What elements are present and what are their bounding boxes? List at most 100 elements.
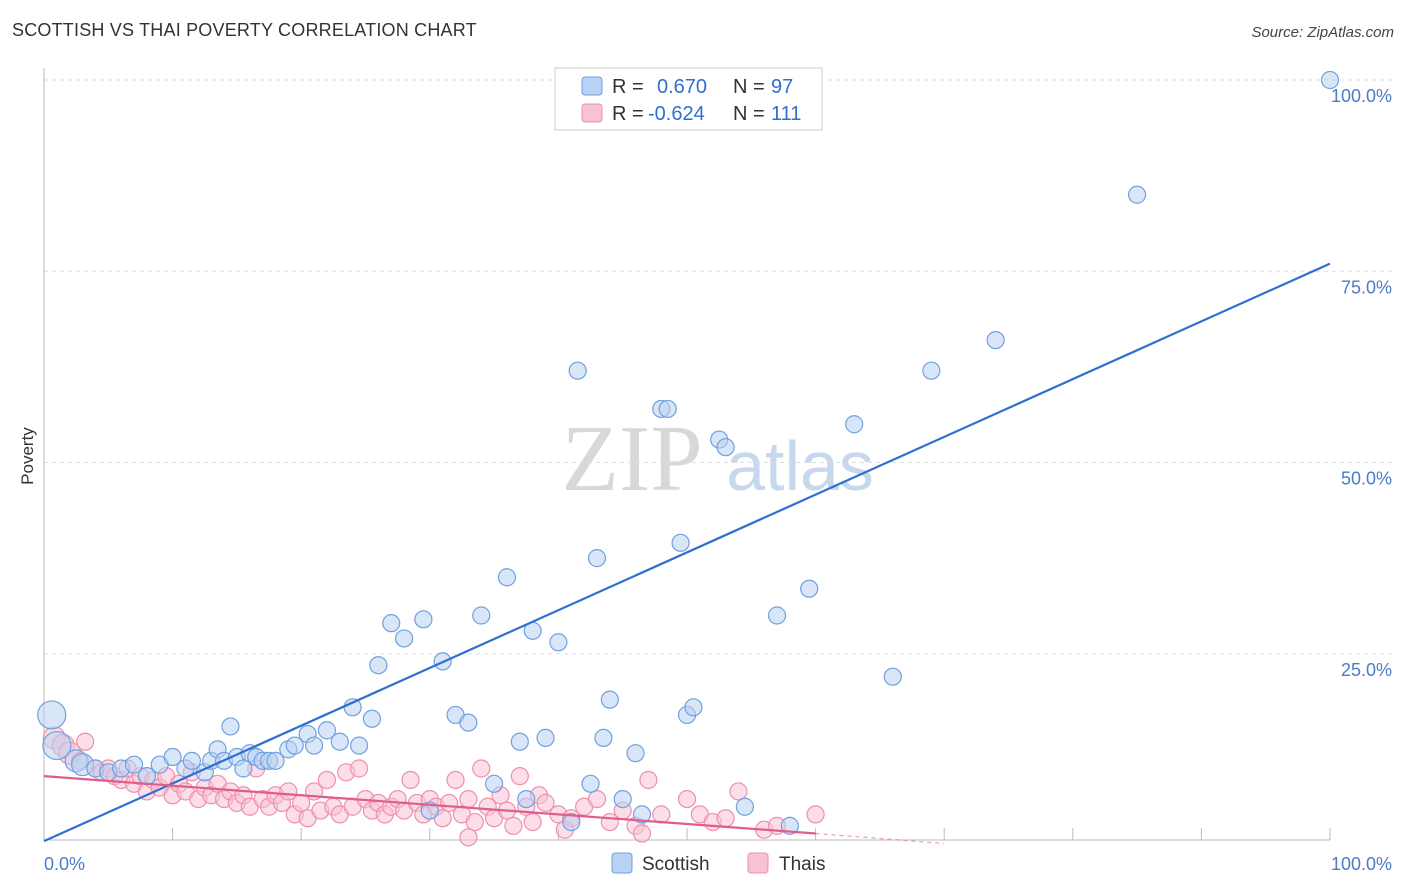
scottish-point-49 xyxy=(549,633,568,652)
thais-point-93 xyxy=(459,828,478,847)
scottish-point-1 xyxy=(42,730,72,761)
scottish-point-44 xyxy=(497,568,517,587)
thais-point-63 xyxy=(459,789,478,809)
thais-point-95 xyxy=(632,824,652,843)
scottish-point-60 xyxy=(658,399,677,419)
legend-n-label-thais: N = xyxy=(733,103,765,125)
scottish-point-19 xyxy=(234,759,253,778)
scottish-point-73 xyxy=(986,331,1005,350)
scottish-point-46 xyxy=(517,789,536,809)
scottish-point-33 xyxy=(362,709,382,728)
y-tick-label-50: 50.0% xyxy=(1341,469,1392,489)
bottom-legend-label-scottish: Scottish xyxy=(642,854,710,875)
scottish-point-67 xyxy=(767,606,787,625)
scottish-point-57 xyxy=(626,744,645,763)
scottish-point-48 xyxy=(536,728,555,748)
scottish-point-56 xyxy=(613,789,632,809)
x-tick-label-1: 100.0% xyxy=(1331,854,1392,874)
thais-point-84 xyxy=(652,805,671,824)
scottish-point-12 xyxy=(182,751,201,770)
thais-point-64 xyxy=(465,812,484,832)
scottish-point-71 xyxy=(883,667,902,686)
bottom-legend-swatch-thais xyxy=(747,852,769,874)
scottish-point-69 xyxy=(800,579,819,598)
bottom-legend-label-thais: Thais xyxy=(779,854,825,875)
legend-n-value-scottish: 97 xyxy=(771,76,793,98)
scottish-point-38 xyxy=(420,801,439,820)
trend-lines xyxy=(43,262,1331,845)
thais-point-70 xyxy=(504,816,523,835)
legend-n-value-thais: 111 xyxy=(771,103,801,125)
watermark: ZIP atlas xyxy=(562,407,874,511)
legend: R = 0.670 N = 97 R = -0.624 N = 111 xyxy=(554,67,823,131)
scottish-point-28 xyxy=(304,736,324,755)
scottish-point-41 xyxy=(459,713,478,732)
scottish-point-30 xyxy=(330,732,349,751)
scottish-point-74 xyxy=(1127,185,1147,204)
grid xyxy=(44,79,1392,655)
legend-r-value-scottish: 0.670 xyxy=(657,76,707,98)
scottish-point-0 xyxy=(37,700,67,730)
thais-point-61 xyxy=(446,770,465,790)
thais-point-92 xyxy=(806,805,825,824)
legend-n-label-scottish: N = xyxy=(733,76,765,98)
scottish-point-24 xyxy=(266,751,285,770)
scottish-point-50 xyxy=(562,812,581,832)
scottish-point-70 xyxy=(845,415,864,434)
scottish-point-58 xyxy=(632,805,652,824)
thais-point-75 xyxy=(536,793,555,813)
scottish-point-53 xyxy=(587,549,607,568)
legend-swatch-thais xyxy=(581,103,603,123)
thais-point-79 xyxy=(587,789,607,809)
scottish-point-35 xyxy=(382,614,401,633)
scottish-point-37 xyxy=(414,610,433,629)
thais-point-73 xyxy=(523,812,542,832)
trend-line-thais xyxy=(43,775,816,835)
scottish-point-63 xyxy=(684,698,703,717)
thais-point-83 xyxy=(639,770,658,790)
scottish-point-66 xyxy=(735,797,754,816)
chart-title: SCOTTISH VS THAI POVERTY CORRELATION CHA… xyxy=(12,20,477,40)
source-credit: Source: ZipAtlas.com xyxy=(1251,24,1394,41)
series-thais-points xyxy=(42,726,825,847)
scottish-point-32 xyxy=(349,736,369,755)
thais-point-46 xyxy=(349,759,369,778)
thais-point-41 xyxy=(317,770,337,790)
thais-point-4 xyxy=(76,732,95,751)
y-axis-title: Poverty xyxy=(18,427,37,485)
scottish-point-7 xyxy=(124,755,144,774)
legend-swatch-scottish xyxy=(581,76,603,96)
thais-point-71 xyxy=(510,767,529,786)
scottish-point-45 xyxy=(510,732,529,751)
scottish-point-72 xyxy=(922,361,941,380)
thais-point-88 xyxy=(716,809,735,828)
scottish-point-65 xyxy=(716,438,735,457)
series-scottish-points xyxy=(37,70,1340,835)
thais-point-54 xyxy=(401,770,420,790)
y-tick-labels: 25.0% 50.0% 75.0% 100.0% xyxy=(1331,86,1392,680)
scottish-point-29 xyxy=(317,721,337,740)
y-tick-label-75: 75.0% xyxy=(1341,277,1392,297)
scottish-point-17 xyxy=(221,717,240,736)
scottish-point-10 xyxy=(163,747,182,767)
scottish-point-36 xyxy=(394,629,414,648)
scottish-point-55 xyxy=(600,690,619,709)
bottom-legend-swatch-scottish xyxy=(611,852,633,874)
scottish-point-31 xyxy=(343,698,362,717)
watermark-zip: ZIP xyxy=(562,407,703,511)
x-tick-label-0: 0.0% xyxy=(44,854,85,874)
x-tick-labels: 0.0% 100.0% xyxy=(44,854,1392,874)
trend-line-scottish xyxy=(43,262,1331,843)
y-tick-label-100: 100.0% xyxy=(1331,86,1392,106)
thais-point-85 xyxy=(677,789,697,809)
watermark-atlas: atlas xyxy=(726,427,874,505)
scottish-point-43 xyxy=(485,774,504,793)
thais-point-89 xyxy=(729,782,748,801)
scottish-point-26 xyxy=(285,736,304,755)
legend-r-label-thais: R = xyxy=(612,103,644,125)
scottish-point-68 xyxy=(780,816,799,835)
scottish-point-61 xyxy=(671,533,690,552)
bottom-legend: Scottish Thais xyxy=(611,852,825,875)
scottish-point-51 xyxy=(568,361,587,380)
